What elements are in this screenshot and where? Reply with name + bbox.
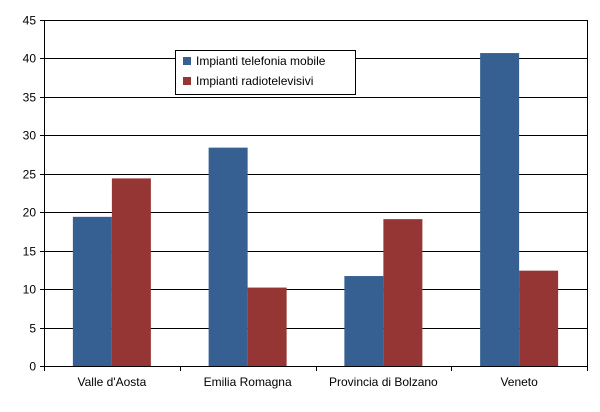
bar-radiotv-0 (111, 178, 151, 366)
legend: Impianti telefonia mobile Impianti radiot… (175, 50, 356, 95)
y-tick-label: 5 (29, 322, 36, 336)
axes: 0 5 10 15 20 25 30 35 40 45 Valle d'Aosta Emilia Ro… (23, 14, 588, 389)
y-tick-label: 15 (23, 245, 37, 259)
x-tick-label: Valle d'Aosta (77, 375, 146, 389)
bar-radiotv-1 (247, 287, 287, 366)
y-tick-label: 25 (23, 168, 37, 182)
y-tick-label: 0 (29, 360, 36, 374)
y-tick-label: 35 (23, 91, 37, 105)
legend-label: Impianti radiotelevisivi (196, 74, 313, 88)
y-tick-label: 30 (23, 129, 37, 143)
y-tick-label: 20 (23, 206, 37, 220)
bar-radiotv-2 (383, 219, 423, 366)
bar-mobile-0 (72, 216, 112, 366)
legend-box (175, 50, 356, 95)
bars (72, 53, 559, 366)
y-tick-label: 40 (23, 52, 37, 66)
y-tick-label: 45 (23, 14, 37, 28)
bar-mobile-3 (480, 53, 520, 366)
legend-swatch (183, 57, 191, 65)
y-tick-label: 10 (23, 283, 37, 297)
bar-mobile-1 (208, 147, 248, 366)
legend-swatch (183, 77, 191, 85)
bar-mobile-2 (344, 276, 384, 366)
bar-radiotv-3 (519, 270, 559, 366)
x-tick-label: Emilia Romagna (204, 375, 292, 389)
x-tick-label: Veneto (500, 375, 538, 389)
legend-label: Impianti telefonia mobile (196, 54, 326, 68)
x-tick-label: Provincia di Bolzano (329, 375, 438, 389)
